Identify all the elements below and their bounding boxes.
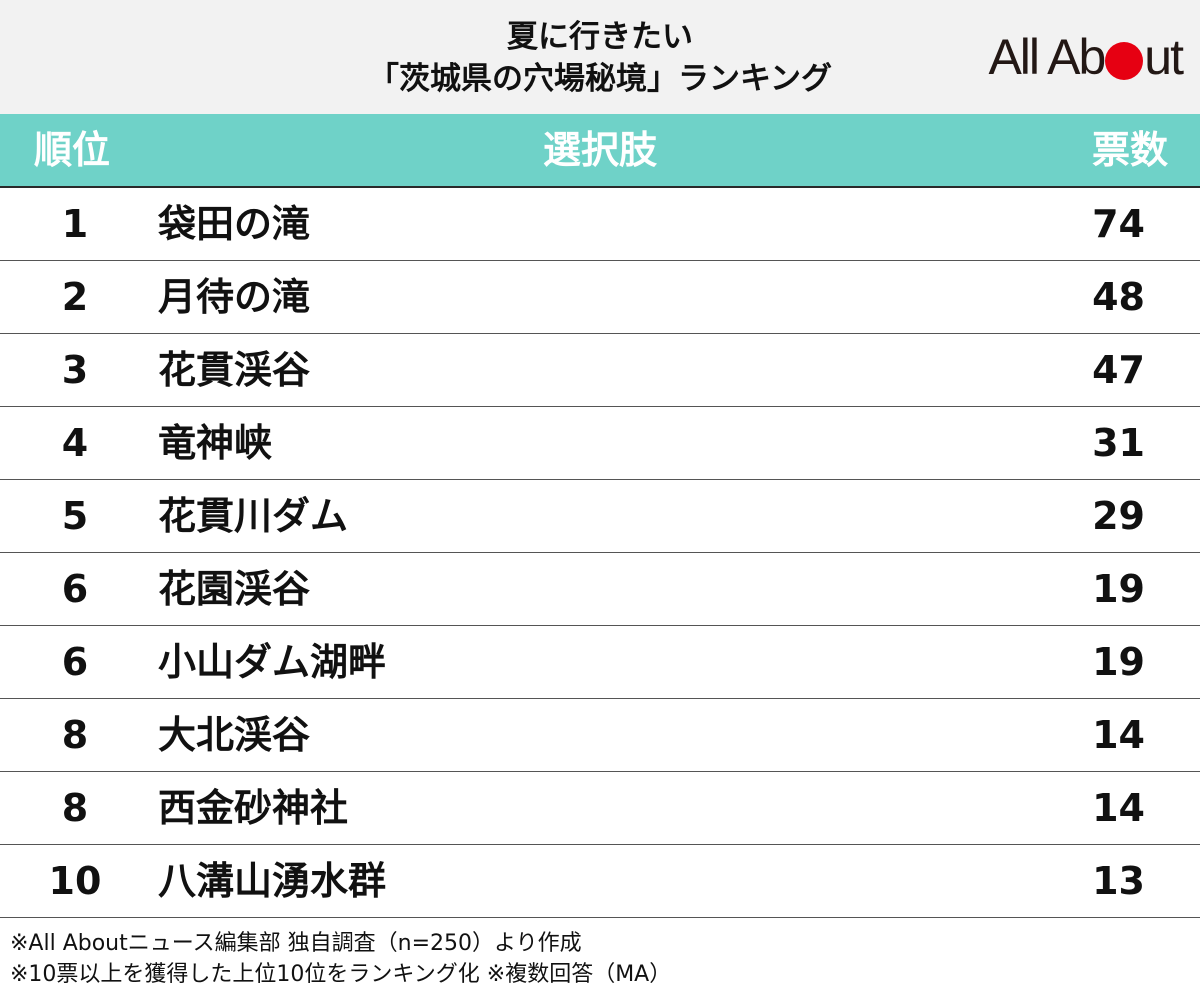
table-row: 1 袋田の滝 74	[0, 188, 1200, 261]
column-header-votes: 票数	[1091, 128, 1168, 172]
choice-cell: 花貫川ダム	[158, 494, 349, 538]
choice-cell: 花貫渓谷	[158, 348, 311, 392]
votes-cell: 31	[1092, 421, 1145, 465]
rank-cell: 4	[61, 421, 89, 465]
choice-cell: 八溝山湧水群	[158, 859, 387, 903]
table-header: 順位 選択肢 票数	[0, 114, 1200, 188]
table-row: 10 八溝山湧水群 13	[0, 845, 1200, 918]
table-row: 3 花貫渓谷 47	[0, 334, 1200, 407]
logo-text-part2: ut	[1144, 29, 1184, 85]
footnote-source: ※All Aboutニュース編集部 独自調査（n=250）より作成	[10, 931, 582, 956]
votes-cell: 48	[1092, 275, 1145, 319]
title-line-2: 「茨城県の穴場秘境」ランキング	[367, 61, 833, 97]
rank-cell: 8	[61, 786, 89, 830]
choice-cell: 小山ダム湖畔	[158, 640, 387, 684]
votes-cell: 14	[1092, 786, 1145, 830]
choice-cell: 袋田の滝	[158, 202, 311, 246]
votes-cell: 19	[1092, 640, 1145, 684]
table-row: 6 小山ダム湖畔 19	[0, 626, 1200, 699]
choice-cell: 花園渓谷	[158, 567, 311, 611]
page-title: 夏に行きたい 「茨城県の穴場秘境」ランキング	[0, 16, 1200, 100]
rank-cell: 6	[61, 567, 89, 611]
rank-cell: 3	[61, 348, 89, 392]
rank-cell: 8	[61, 713, 89, 757]
rank-cell: 6	[61, 640, 89, 684]
logo-red-dot-icon	[1105, 42, 1144, 80]
column-header-choice: 選択肢	[542, 128, 657, 172]
header: 夏に行きたい 「茨城県の穴場秘境」ランキング All Ab ut	[0, 0, 1200, 114]
table-row: 2 月待の滝 48	[0, 261, 1200, 334]
votes-cell: 47	[1092, 348, 1145, 392]
votes-cell: 19	[1092, 567, 1145, 611]
footnote-method: ※10票以上を獲得した上位10位をランキング化 ※複数回答（MA）	[10, 962, 672, 987]
choice-cell: 月待の滝	[158, 275, 311, 319]
rank-cell: 10	[48, 859, 102, 903]
table-row: 4 竜神峡 31	[0, 407, 1200, 480]
footnotes: ※All Aboutニュース編集部 独自調査（n=250）より作成 ※10票以上…	[10, 928, 671, 990]
logo-text-part1: All Ab	[988, 29, 1106, 85]
choice-cell: 大北渓谷	[158, 713, 311, 757]
table-row: 5 花貫川ダム 29	[0, 480, 1200, 553]
choice-cell: 竜神峡	[158, 421, 273, 465]
ranking-table-body: 1 袋田の滝 74 2 月待の滝 48 3 花貫渓谷 47 4 竜神峡 31 5 花貫川ダム 29 6 花園渓谷…	[0, 188, 1200, 918]
votes-cell: 29	[1092, 494, 1145, 538]
choice-cell: 西金砂神社	[158, 786, 349, 830]
rank-cell: 2	[61, 275, 89, 319]
rank-cell: 5	[61, 494, 89, 538]
table-row: 8 西金砂神社 14	[0, 772, 1200, 845]
votes-cell: 13	[1092, 859, 1145, 903]
table-row: 6 花園渓谷 19	[0, 553, 1200, 626]
votes-cell: 74	[1092, 202, 1145, 246]
table-row: 8 大北渓谷 14	[0, 699, 1200, 772]
votes-cell: 14	[1092, 713, 1145, 757]
column-header-rank: 順位	[34, 128, 111, 172]
rank-cell: 1	[61, 202, 89, 246]
all-about-logo: All Ab ut	[988, 29, 1184, 85]
title-line-1: 夏に行きたい	[507, 19, 693, 55]
